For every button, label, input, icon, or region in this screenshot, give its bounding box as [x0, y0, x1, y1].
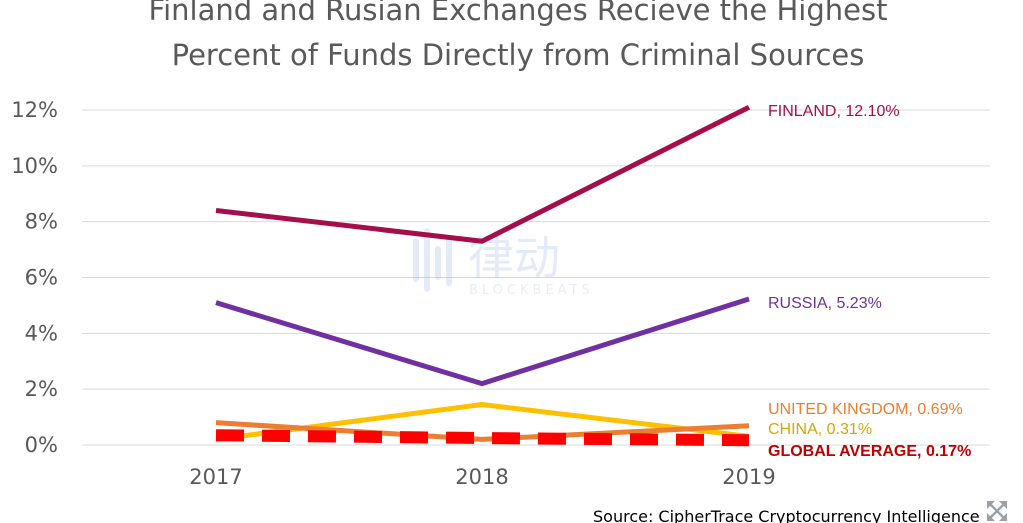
- y-tick-label: 12%: [11, 98, 58, 122]
- y-tick-label: 2%: [25, 377, 58, 401]
- x-tick-label: 2017: [189, 465, 242, 489]
- series-label-finland: FINLAND, 12.10%: [768, 103, 900, 120]
- series-line-united-kingdom: [215, 420, 750, 442]
- series-labels: CHINA, 0.31% UNITED KINGDOM, 0.69% GLOBAL …: [768, 103, 971, 460]
- y-tick-label: 4%: [25, 321, 58, 345]
- source-note: Source: CipherTrace Cryptocurrency Intel…: [593, 507, 980, 523]
- y-tick-label: 6%: [25, 266, 58, 290]
- y-tick-label: 8%: [25, 210, 58, 234]
- series-label-china: CHINA, 0.31%: [768, 421, 872, 438]
- x-tick-label: 2018: [455, 465, 508, 489]
- y-tick-label: 0%: [25, 433, 58, 457]
- chart-title-line-2: Percent of Funds Directly from Criminal …: [172, 38, 865, 72]
- series-label-russia: RUSSIA, 5.23%: [768, 295, 882, 312]
- chart-title-line-1: Finland and Rusian Exchanges Recieve the…: [149, 0, 888, 27]
- x-tick-label: 2019: [722, 465, 775, 489]
- series-line-finland: [215, 104, 751, 244]
- y-tick-label: 10%: [11, 154, 58, 178]
- series-line-russia: [215, 296, 750, 387]
- x-axis-tick-labels: 2017 2018 2019: [189, 465, 775, 489]
- series-lines: [215, 104, 751, 447]
- series-line-china: [215, 402, 750, 442]
- expand-arrows-icon[interactable]: [987, 501, 1007, 521]
- y-axis-tick-labels: 0% 2% 4% 6% 8% 10% 12%: [11, 98, 58, 457]
- watermark-text: BLOCKBEATS: [469, 283, 594, 298]
- gridlines: [82, 109, 990, 446]
- watermark-bars-icon: [413, 228, 452, 292]
- series-label-united-kingdom: UNITED KINGDOM, 0.69%: [768, 401, 963, 418]
- series-label-global-average: GLOBAL AVERAGE, 0.17%: [768, 443, 971, 460]
